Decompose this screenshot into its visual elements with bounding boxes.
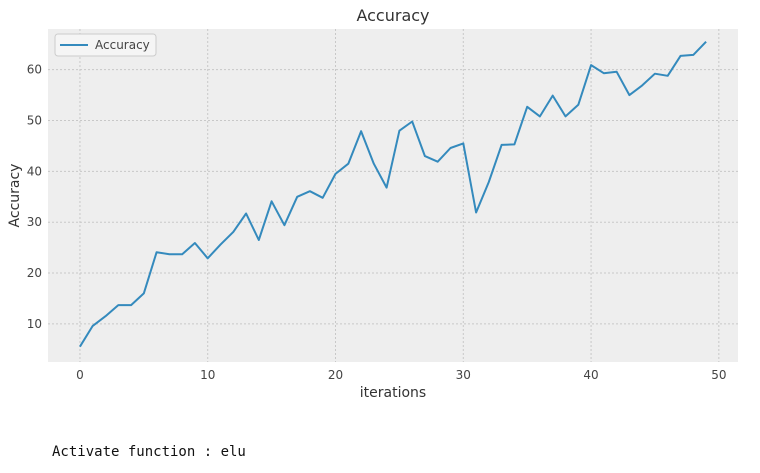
y-axis-label: Accuracy xyxy=(7,164,23,228)
x-tick-label: 0 xyxy=(76,368,84,382)
activate-function-output: Activate function : elu xyxy=(52,444,246,460)
legend-box xyxy=(54,33,157,57)
grid-lines xyxy=(48,29,738,362)
x-tick-label: 30 xyxy=(456,368,471,382)
accuracy-chart: 0 10 20 30 40 50 10 20 30 40 50 60 Accuracy iterati… xyxy=(7,6,738,401)
x-tick-label: 20 xyxy=(328,368,343,382)
series-line-accuracy xyxy=(79,41,707,348)
plot-area xyxy=(48,29,738,362)
x-tick-label: 40 xyxy=(583,368,598,382)
y-tick-label: 40 xyxy=(27,164,42,178)
y-tick-label: 20 xyxy=(27,266,42,280)
legend: Accuracy xyxy=(54,33,157,57)
y-tick-label: 10 xyxy=(27,317,42,331)
chart-title: Accuracy xyxy=(356,6,429,25)
y-tick-label: 50 xyxy=(27,114,42,128)
x-tick-label: 10 xyxy=(200,368,215,382)
x-axis-label: iterations xyxy=(360,385,426,401)
legend-label: Accuracy xyxy=(95,38,150,52)
y-tick-label: 30 xyxy=(27,215,42,229)
tick-labels: 0 10 20 30 40 50 10 20 30 40 50 60 xyxy=(27,63,727,382)
y-tick-label: 60 xyxy=(27,63,42,77)
x-tick-label: 50 xyxy=(711,368,726,382)
